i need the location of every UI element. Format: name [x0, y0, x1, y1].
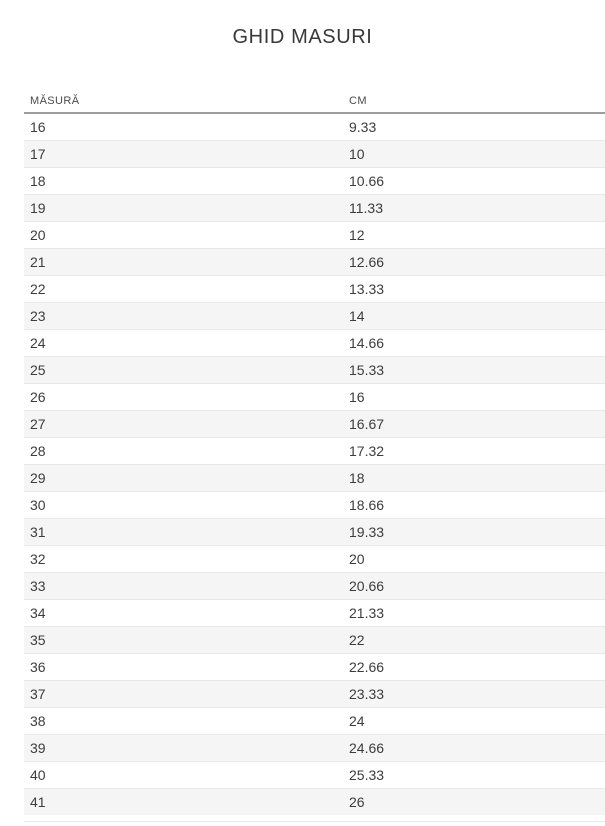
table-row: 31 19.33	[24, 518, 605, 545]
cell-cm: 11.33	[349, 200, 383, 216]
cell-cm: 18.66	[349, 497, 385, 513]
cell-masura: 39	[30, 740, 46, 756]
cell-masura: 27	[30, 416, 46, 432]
column-header-masura: MĂSURĂ	[30, 95, 80, 107]
table-row: 36 22.66	[24, 653, 605, 680]
table-row: 22 13.33	[24, 275, 605, 302]
cell-masura: 41	[30, 794, 46, 810]
cell-cm: 22.66	[349, 659, 385, 675]
table-row: 27 16.67	[24, 410, 605, 437]
cell-cm: 9.33	[349, 119, 377, 135]
table-row: 21 12.66	[24, 248, 605, 275]
cell-masura: 21	[30, 254, 46, 270]
table-row: 32 20	[24, 545, 605, 572]
cell-masura: 33	[30, 578, 46, 594]
cell-cm: 12.66	[349, 254, 385, 270]
table-row: 19 11.33	[24, 194, 605, 221]
cell-cm: 13.33	[349, 281, 385, 297]
cell-cm: 18	[349, 470, 365, 486]
cell-masura: 19	[30, 200, 46, 216]
cell-masura: 23	[30, 308, 46, 324]
table-row: 37 23.33	[24, 680, 605, 707]
size-table-header-row: MĂSURĂ CM	[24, 90, 605, 114]
column-header-cm: CM	[349, 95, 367, 107]
cell-masura: 16	[30, 119, 46, 135]
table-row: 40 25.33	[24, 761, 605, 788]
table-row: 39 24.66	[24, 734, 605, 761]
cell-masura: 35	[30, 632, 46, 648]
cell-masura: 37	[30, 686, 46, 702]
table-row: 25 15.33	[24, 356, 605, 383]
cell-cm: 24.66	[349, 740, 385, 756]
cell-cm: 10.66	[349, 173, 385, 189]
table-row: 24 14.66	[24, 329, 605, 356]
cell-cm: 21.33	[349, 605, 385, 621]
table-row: 17 10	[24, 140, 605, 167]
cell-cm: 17.32	[349, 443, 385, 459]
partial-next-row	[24, 815, 605, 822]
cell-masura: 26	[30, 389, 46, 405]
cell-cm: 23.33	[349, 686, 385, 702]
cell-cm: 26	[349, 794, 365, 810]
table-row: 29 18	[24, 464, 605, 491]
cell-masura: 24	[30, 335, 46, 351]
table-row: 20 12	[24, 221, 605, 248]
cell-cm: 14.66	[349, 335, 385, 351]
cell-cm: 15.33	[349, 362, 385, 378]
size-table: MĂSURĂ CM 16 9.33 17 10 18 10.66 19 11.33 20 12 21…	[24, 90, 605, 822]
table-row: 35 22	[24, 626, 605, 653]
table-row: 16 9.33	[24, 114, 605, 140]
cell-cm: 12	[349, 227, 365, 243]
cell-masura: 38	[30, 713, 46, 729]
cell-masura: 29	[30, 470, 46, 486]
cell-masura: 28	[30, 443, 46, 459]
table-row: 23 14	[24, 302, 605, 329]
cell-cm: 16.67	[349, 416, 385, 432]
table-row: 33 20.66	[24, 572, 605, 599]
cell-masura: 34	[30, 605, 46, 621]
cell-masura: 17	[30, 146, 46, 162]
cell-cm: 14	[349, 308, 365, 324]
table-row: 38 24	[24, 707, 605, 734]
size-table-body: 16 9.33 17 10 18 10.66 19 11.33 20 12 21 12.66 22 13.…	[24, 114, 605, 815]
cell-masura: 22	[30, 281, 46, 297]
cell-masura: 36	[30, 659, 46, 675]
table-row: 26 16	[24, 383, 605, 410]
cell-cm: 24	[349, 713, 365, 729]
table-row: 30 18.66	[24, 491, 605, 518]
cell-masura: 18	[30, 173, 46, 189]
cell-cm: 25.33	[349, 767, 385, 783]
cell-masura: 40	[30, 767, 46, 783]
cell-masura: 30	[30, 497, 46, 513]
cell-cm: 16	[349, 389, 365, 405]
page-title: GHID MASURI	[232, 26, 373, 48]
table-row: 28 17.32	[24, 437, 605, 464]
cell-masura: 25	[30, 362, 46, 378]
cell-masura: 31	[30, 524, 46, 540]
cell-masura: 32	[30, 551, 46, 567]
cell-cm: 10	[349, 146, 365, 162]
table-row: 34 21.33	[24, 599, 605, 626]
cell-cm: 20	[349, 551, 365, 567]
table-row: 41 26	[24, 788, 605, 815]
cell-cm: 20.66	[349, 578, 385, 594]
cell-masura: 20	[30, 227, 46, 243]
table-row: 18 10.66	[24, 167, 605, 194]
cell-cm: 22	[349, 632, 365, 648]
cell-cm: 19.33	[349, 524, 385, 540]
